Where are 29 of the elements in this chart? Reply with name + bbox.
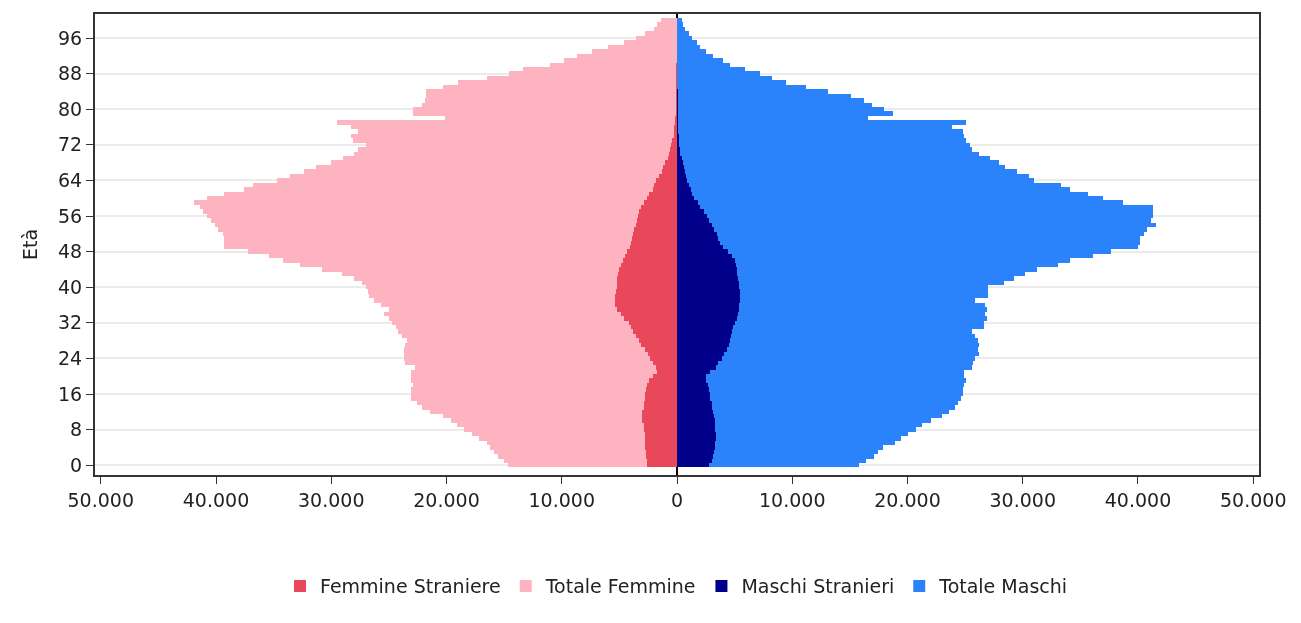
x-tick-label: 40.000 [1104,488,1172,511]
legend-label: Maschi Stranieri [741,575,895,598]
y-tick-label: 24 [58,347,83,370]
y-tick-label: 0 [70,453,83,476]
y-tick-label: 72 [58,133,83,156]
x-tick-label: 40.000 [182,488,250,511]
x-tick-label: 0 [670,488,684,511]
y-tick-label: 8 [70,418,83,441]
x-tick-label: 30.000 [989,488,1056,511]
y-tick-label: 32 [58,311,83,334]
y-tick-label: 96 [58,26,83,49]
x-tick-label: 20.000 [413,488,480,511]
x-tick-label: 10.000 [528,488,595,511]
y-tick-label: 80 [58,97,83,120]
x-tick-label: 50.000 [1220,488,1287,511]
legend-label: Femmine Straniere [320,575,501,598]
x-tick-label: 30.000 [298,488,365,511]
y-tick-label: 16 [58,382,83,405]
x-tick-label: 10.000 [759,488,826,511]
y-tick-label: 64 [58,169,83,192]
x-tick-label: 50.000 [67,488,134,511]
legend-label: Totale Femmine [544,575,696,598]
y-tick-label: 40 [58,275,83,298]
x-tick-label: 20.000 [874,488,941,511]
y-axis-title: Età [19,228,42,261]
y-tick-label: 56 [58,204,83,227]
y-tick-label: 48 [58,240,83,263]
legend-label: Totale Maschi [938,575,1068,598]
y-tick-label: 88 [58,62,83,85]
